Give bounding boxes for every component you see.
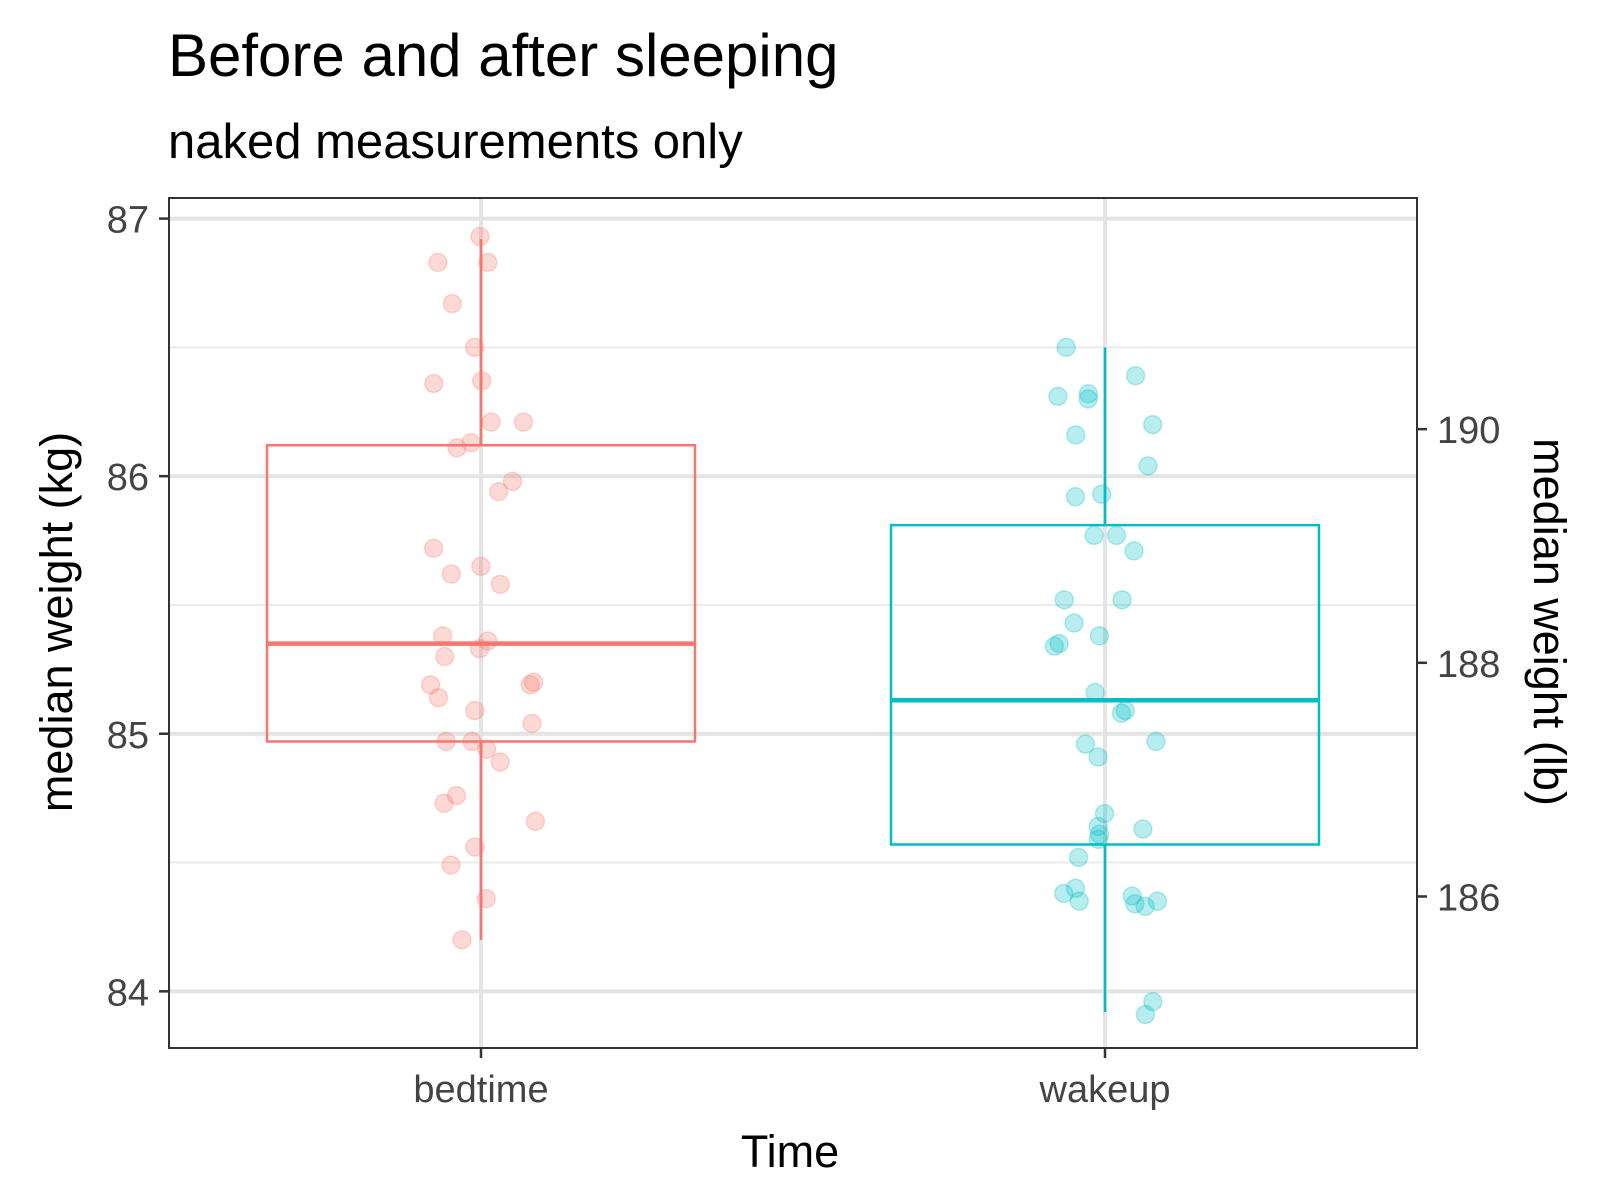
data-point-wakeup	[1125, 894, 1145, 914]
data-point-wakeup	[1111, 703, 1132, 723]
data-point-bedtime	[428, 687, 449, 708]
data-point-bedtime	[490, 574, 511, 595]
y-tick-label-left: 85	[107, 715, 149, 757]
data-point-wakeup	[1146, 731, 1166, 752]
data-point-wakeup	[1106, 525, 1127, 546]
data-point-bedtime	[490, 752, 510, 772]
data-point-wakeup	[1054, 590, 1074, 610]
data-point-wakeup	[1075, 734, 1096, 754]
data-point-bedtime	[452, 930, 472, 950]
data-point-wakeup	[1069, 891, 1090, 911]
data-point-wakeup	[1135, 896, 1155, 917]
data-point-wakeup	[1078, 384, 1099, 404]
gridlines	[169, 198, 1417, 1048]
data-point-bedtime	[522, 713, 542, 734]
data-point-wakeup	[1125, 365, 1146, 386]
data-point-wakeup	[1138, 456, 1158, 476]
chart-title: Before and after sleeping	[168, 22, 838, 89]
data-point-bedtime	[520, 675, 540, 695]
box-bedtime	[265, 444, 697, 743]
data-point-wakeup	[1044, 636, 1065, 656]
data-point-wakeup	[1056, 337, 1076, 358]
data-point-bedtime	[525, 811, 546, 832]
data-point-wakeup	[1049, 633, 1069, 654]
data-point-wakeup	[1133, 819, 1153, 839]
data-point-bedtime	[471, 556, 491, 577]
data-point-bedtime	[424, 373, 444, 394]
data-point-bedtime	[502, 471, 523, 492]
data-point-wakeup	[1078, 389, 1098, 409]
data-point-bedtime	[442, 293, 463, 314]
plot-panel	[169, 198, 1417, 1048]
box-wakeup	[889, 523, 1321, 846]
data-point-bedtime	[420, 675, 441, 695]
data-point-wakeup	[1048, 386, 1068, 407]
y-tick-label-right: 190	[1437, 410, 1500, 452]
data-point-bedtime	[428, 252, 448, 273]
data-point-bedtime	[464, 337, 485, 358]
y-axis-title-left: median weight (kg)	[31, 432, 82, 812]
panel-background	[169, 198, 1417, 1048]
data-point-wakeup	[1135, 1004, 1156, 1025]
x-tick-label-wakeup: wakeup	[1039, 1069, 1171, 1111]
data-point-wakeup	[1065, 425, 1086, 445]
data-point-bedtime	[488, 481, 509, 502]
data-point-wakeup	[1064, 613, 1084, 633]
data-point-wakeup	[1094, 803, 1115, 824]
data-point-bedtime	[465, 837, 485, 857]
x-axis-title: Time	[741, 1126, 839, 1177]
y-tick-label-left: 86	[107, 457, 149, 499]
data-point-wakeup	[1088, 747, 1108, 767]
panel-border	[168, 197, 1418, 1049]
data-point-wakeup	[1143, 991, 1163, 1012]
data-point-bedtime	[423, 538, 444, 559]
panel-frame	[168, 197, 1418, 1049]
data-point-bedtime	[434, 793, 454, 814]
data-point-wakeup	[1065, 487, 1086, 507]
data-point-wakeup	[1089, 626, 1110, 646]
y-tick-label-left: 84	[107, 972, 149, 1014]
data-point-wakeup	[1112, 590, 1132, 610]
data-point-bedtime	[465, 700, 485, 721]
data-point-wakeup	[1124, 541, 1144, 561]
data-point-bedtime	[446, 785, 467, 806]
data-point-wakeup	[1068, 847, 1089, 868]
data-point-bedtime	[481, 412, 501, 432]
data-point-bedtime	[441, 855, 461, 875]
y-tick-label-right: 188	[1437, 644, 1500, 686]
data-point-wakeup	[1065, 878, 1086, 899]
data-point-bedtime	[513, 412, 534, 432]
data-point-bedtime	[441, 564, 462, 584]
data-point-wakeup	[1088, 816, 1108, 837]
data-point-wakeup	[1089, 824, 1110, 844]
box-layer	[265, 239, 1321, 1012]
data-point-wakeup	[1091, 484, 1112, 504]
axis-layer: 84 85 86 87 186 188 190 bedtime wakeup	[107, 200, 1501, 1111]
y-axis-title-right: median weight (lb)	[1524, 438, 1575, 806]
x-tick-label-bedtime: bedtime	[413, 1069, 548, 1111]
y-tick-label-right: 186	[1437, 877, 1500, 919]
data-point-bedtime	[447, 438, 467, 458]
data-point-wakeup	[1084, 525, 1104, 546]
data-point-wakeup	[1147, 891, 1168, 911]
data-point-wakeup	[1122, 886, 1142, 906]
data-point-bedtime	[523, 672, 544, 692]
data-point-wakeup	[1054, 883, 1074, 904]
y-tick-label-left: 87	[107, 200, 149, 242]
data-point-wakeup	[1142, 414, 1163, 435]
chart-subtitle: naked measurements only	[168, 115, 743, 169]
data-point-bedtime	[478, 252, 498, 273]
data-point-bedtime	[434, 646, 455, 667]
